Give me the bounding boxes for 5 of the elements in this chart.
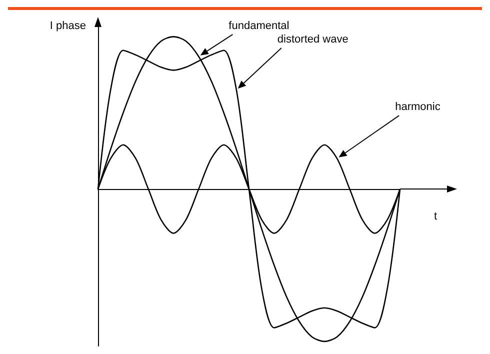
text: fundamental	[228, 20, 290, 32]
x-axis-title: t	[434, 210, 438, 223]
text: distorted wave	[277, 34, 348, 46]
y-axis-title: I phase	[50, 20, 86, 32]
text: harmonic	[395, 101, 441, 114]
